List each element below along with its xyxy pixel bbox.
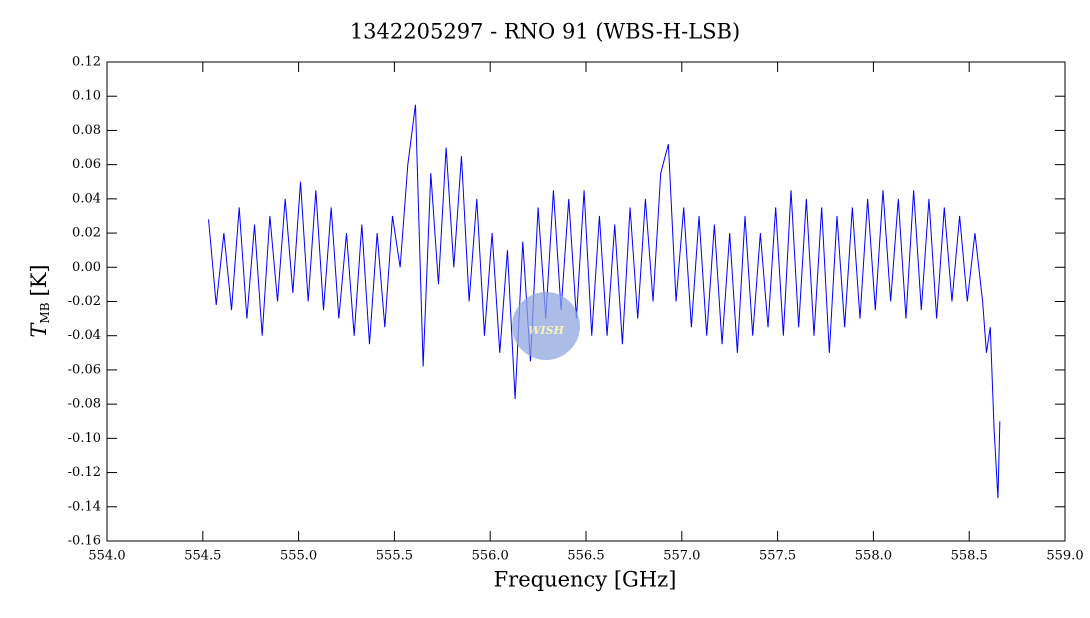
y-tick-label: -0.02 xyxy=(68,294,101,309)
y-label-symbol: T xyxy=(27,322,51,338)
x-tick-label: 555.5 xyxy=(376,549,413,564)
y-label-unit: [K] xyxy=(27,264,51,296)
y-tick-label: -0.06 xyxy=(68,362,101,377)
chart-title: 1342205297 - RNO 91 (WBS-H-LSB) xyxy=(350,20,740,44)
y-tick-label: 0.08 xyxy=(72,123,101,138)
y-axis-label: TMB [K] xyxy=(27,264,52,337)
y-tick-label: 0.06 xyxy=(72,157,101,172)
y-tick-label: -0.10 xyxy=(68,431,101,446)
plot-frame xyxy=(106,61,1066,542)
x-tick-label: 554.0 xyxy=(88,549,125,564)
x-tick-label: 555.0 xyxy=(280,549,317,564)
x-tick-label: 557.5 xyxy=(759,549,796,564)
y-tick-label: -0.08 xyxy=(68,397,101,412)
logo-text: WISH xyxy=(528,324,564,337)
y-tick-label: 0.10 xyxy=(72,89,101,104)
x-tick-label: 556.5 xyxy=(567,549,604,564)
x-tick-label: 557.0 xyxy=(663,549,700,564)
y-tick-label: 0.02 xyxy=(72,226,101,241)
x-tick-label: 558.0 xyxy=(855,549,892,564)
logo: WISH xyxy=(512,292,580,360)
x-tick-label: 559.0 xyxy=(1046,549,1083,564)
spectrum-line xyxy=(208,104,1001,499)
x-tick-label: 558.5 xyxy=(951,549,988,564)
y-tick-label: 0.00 xyxy=(72,260,101,275)
y-tick-label: 0.12 xyxy=(72,55,101,70)
y-label-subscript: MB xyxy=(38,302,52,323)
y-tick-label: -0.12 xyxy=(68,465,101,480)
y-tick-label: -0.14 xyxy=(68,499,101,514)
y-tick-label: -0.04 xyxy=(68,328,101,343)
x-axis-label: Frequency [GHz] xyxy=(494,568,677,592)
x-tick-label: 556.0 xyxy=(472,549,509,564)
y-tick-label: -0.16 xyxy=(68,534,101,549)
logo-circle xyxy=(512,292,580,360)
y-tick-label: 0.04 xyxy=(72,191,101,206)
x-tick-label: 554.5 xyxy=(184,549,221,564)
